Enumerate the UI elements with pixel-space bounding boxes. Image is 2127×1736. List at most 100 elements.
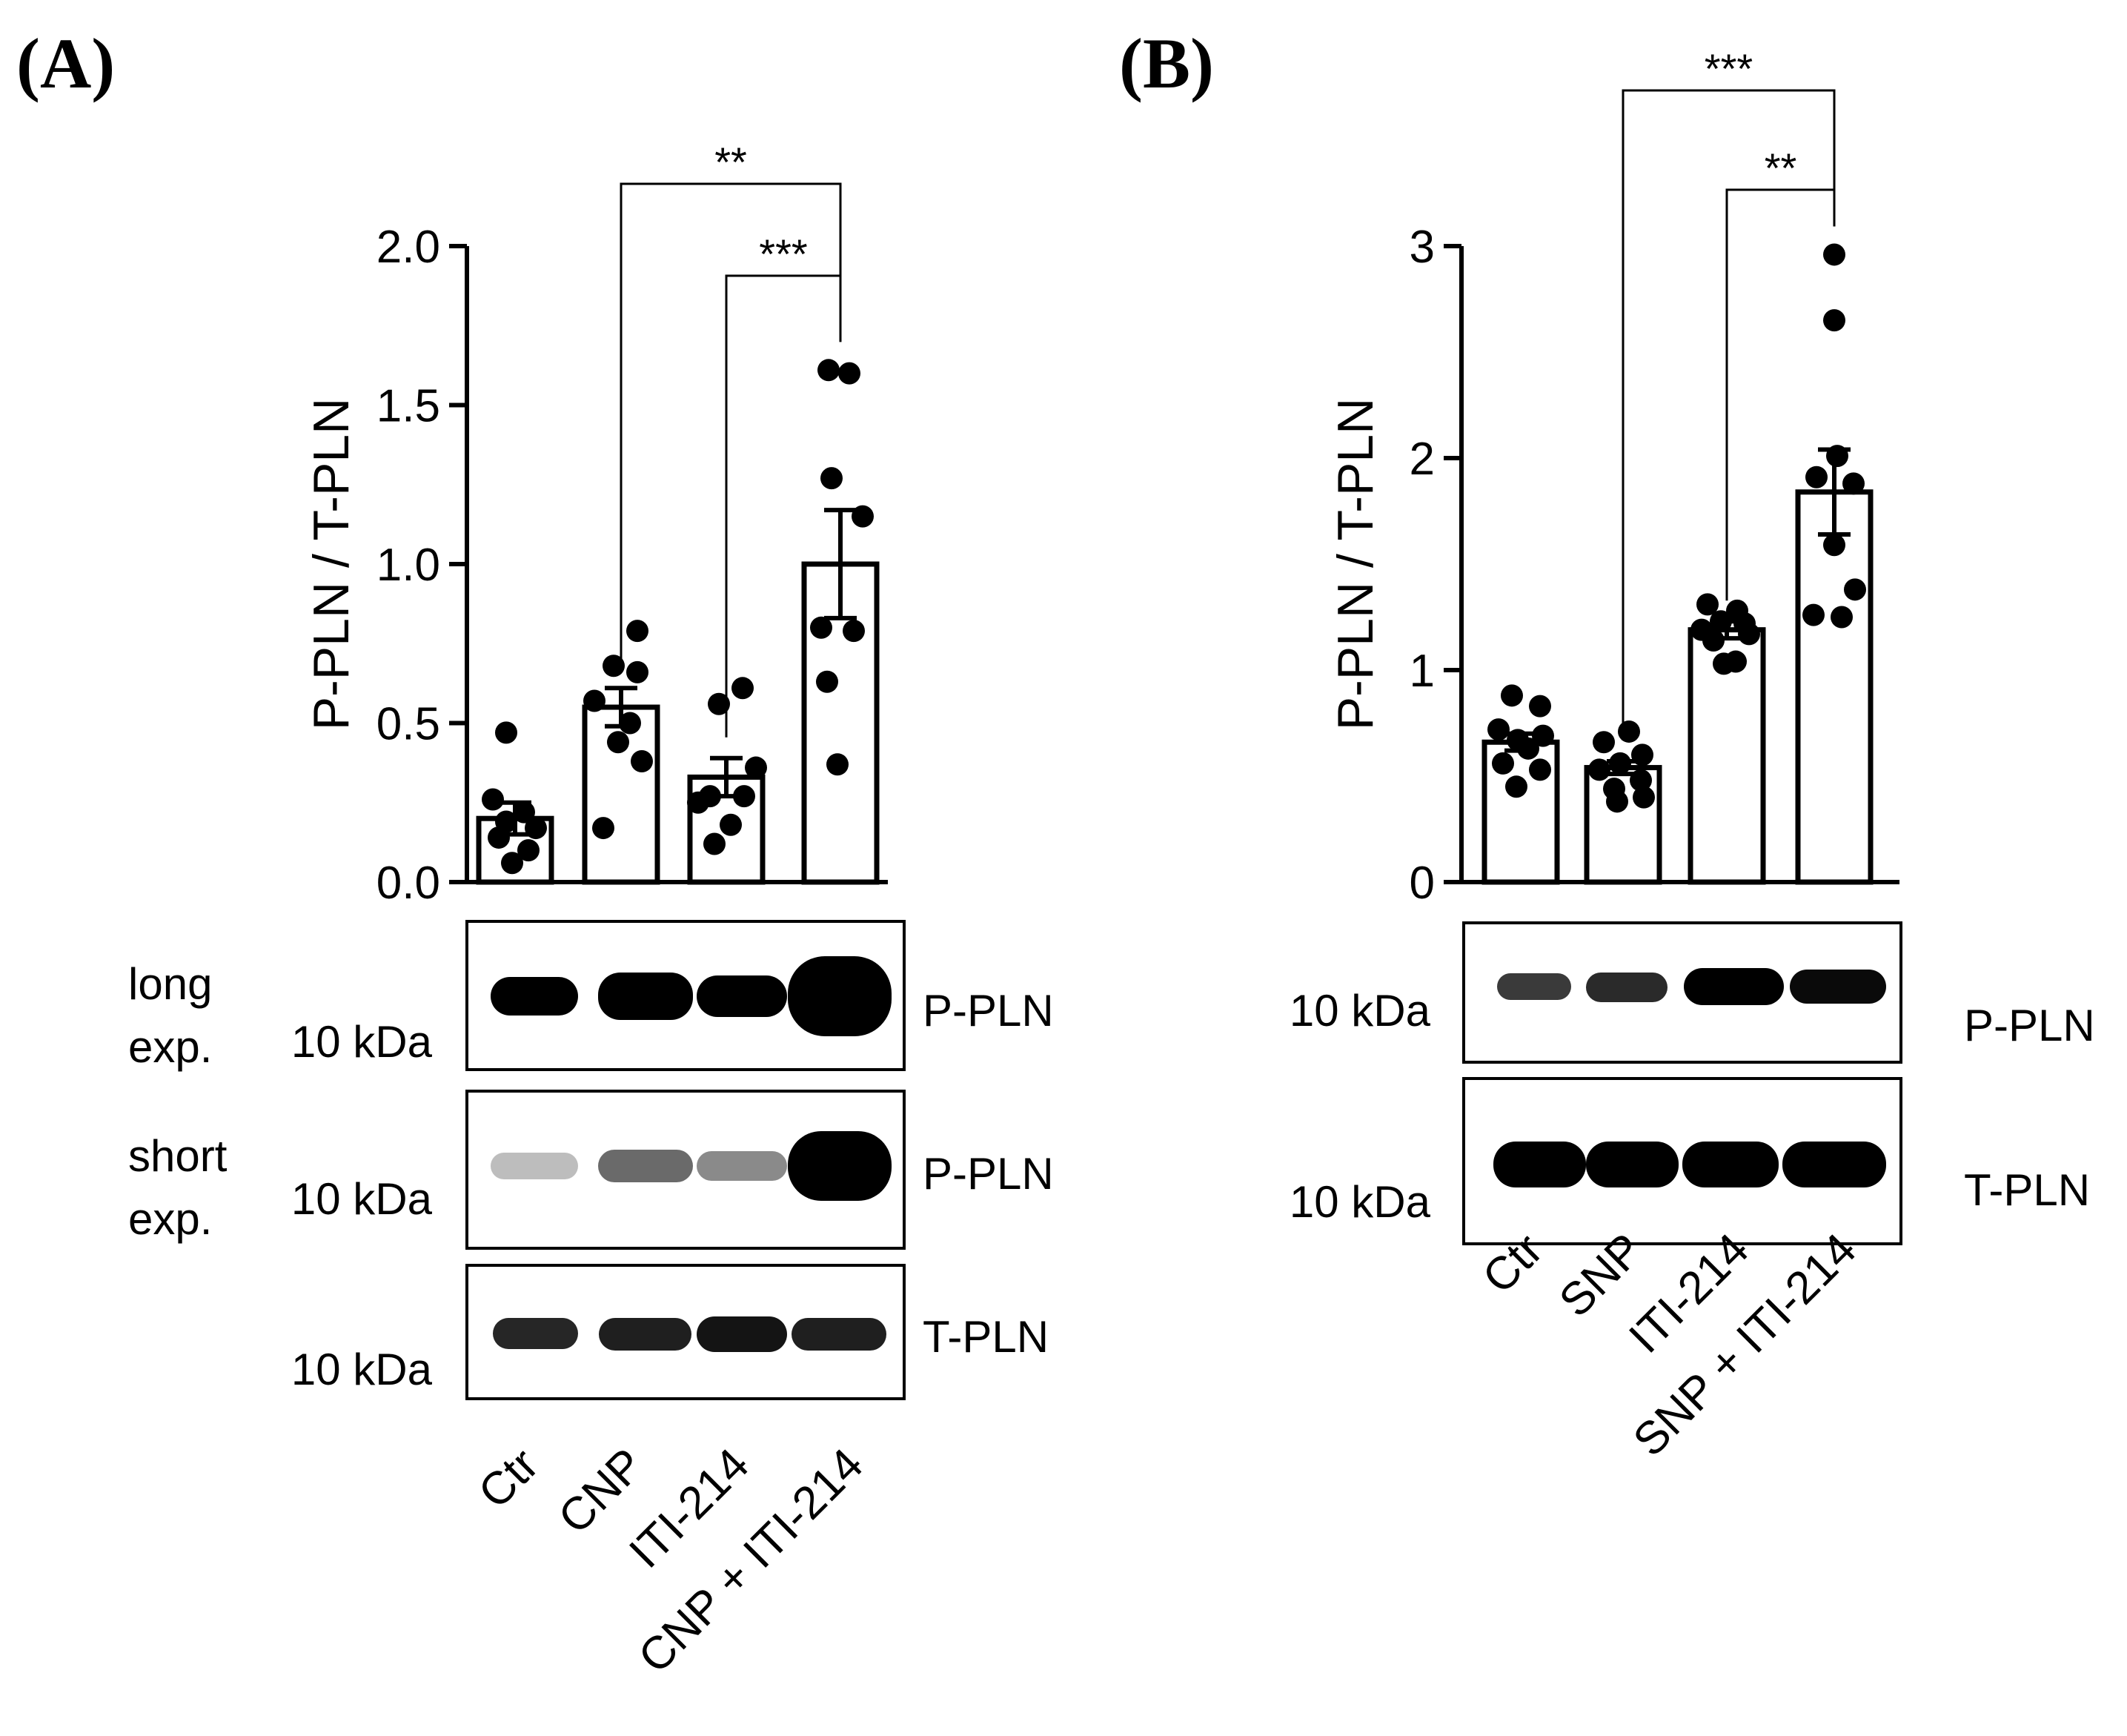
panel-a-strip-2-lane-2 (598, 1150, 693, 1182)
b-sig-bracket (1622, 89, 1836, 741)
panel-a-bars (476, 359, 880, 885)
panel-b-strip-2-lane-1 (1493, 1142, 1586, 1187)
panel-b-strip-2-kda: 10 kDa (1290, 1177, 1431, 1227)
a-data-point (513, 801, 535, 824)
panel-a-strip-3-lane-1 (493, 1318, 578, 1349)
a-category-label: Ctr (469, 1439, 548, 1518)
a-data-point (810, 616, 832, 639)
a-ytick-label: 1.0 (376, 540, 440, 591)
a-data-point (820, 467, 843, 490)
b-data-point (1823, 309, 1845, 332)
a-data-point (495, 721, 517, 744)
a-data-point (733, 785, 755, 808)
panel-a-strip-1-lane-2 (598, 973, 693, 1020)
b-data-point (1633, 786, 1655, 809)
b-data-point (1842, 472, 1865, 495)
b-data-point (1826, 445, 1848, 468)
a-data-point (838, 362, 860, 385)
b-data-point (1630, 769, 1652, 792)
panel-a-strip-1: long exp. 10 kDa P-PLN (128, 920, 1054, 1072)
panel-a-strip-3-kda: 10 kDa (291, 1345, 433, 1394)
panel-a-strip-2-lane-4 (788, 1131, 892, 1201)
panel-b-strip-2-lane-3 (1682, 1142, 1779, 1187)
a-data-point (525, 817, 547, 840)
a-ytick-label: 0.5 (376, 699, 440, 750)
a-data-point (687, 791, 709, 814)
a-data-point (852, 505, 874, 528)
b-ytick-label: 3 (1410, 222, 1435, 273)
a-data-point (488, 826, 510, 849)
b-data-point (1631, 743, 1653, 766)
a-data-point (501, 852, 523, 875)
panel-b-strip-2-lane-4 (1782, 1142, 1886, 1187)
panel-b-strip-2-lane-2 (1586, 1142, 1679, 1187)
b-data-point (1823, 243, 1845, 266)
a-data-point (619, 712, 641, 735)
b-data-point (1618, 720, 1640, 743)
panel-b-blot: 10 kDa P-PLN 10 kDa T-PLN (1290, 921, 2095, 1245)
a-data-point (626, 660, 648, 683)
b-data-point (1844, 578, 1866, 601)
b-ytick-label: 0 (1410, 858, 1435, 909)
panel-a-strip-2-kda: 10 kDa (291, 1174, 433, 1224)
a-data-point (745, 756, 767, 779)
panel-a-strip-3-lane-2 (599, 1318, 691, 1351)
a-data-point (816, 670, 838, 693)
b-data-point (1505, 775, 1527, 798)
a-sig-label: *** (759, 231, 807, 277)
a-data-point (843, 620, 865, 643)
panel-a-y-ticks: 0.0 0.5 1.0 1.5 2.0 (376, 222, 467, 909)
b-ytick-label: 1 (1410, 646, 1435, 697)
panel-b-bars (1481, 243, 1874, 885)
b-sig-label: *** (1705, 45, 1753, 92)
panel-a-strip-2-note-1: short (128, 1131, 228, 1181)
a-data-point (631, 749, 653, 772)
b-data-point (1696, 593, 1719, 616)
panel-b-y-axis-label: P-PLN / T-PLN (1327, 398, 1384, 730)
b-ytick-label: 2 (1410, 434, 1435, 485)
a-sig-bracket (620, 182, 842, 668)
panel-a-strip-1-lane-4 (788, 956, 892, 1036)
panel-a-blot: long exp. 10 kDa P-PLN short exp. 10 kDa… (128, 920, 1054, 1400)
b-data-point (1517, 737, 1539, 760)
b-data-point (1831, 606, 1853, 629)
a-data-point (607, 731, 629, 754)
b-data-point (1588, 758, 1610, 781)
panel-b-y-ticks: 0 1 2 3 (1410, 222, 1461, 909)
panel-a-significance: ***** (620, 139, 842, 738)
a-data-point (826, 753, 849, 776)
a-data-point (720, 813, 742, 836)
a-data-point (817, 359, 840, 382)
panel-b-strip-2-band: T-PLN (1964, 1165, 2090, 1215)
panel-b-strip-1-lane-2 (1586, 973, 1668, 1002)
b-data-point (1501, 684, 1523, 707)
panel-a-y-axis-label: P-PLN / T-PLN (303, 398, 359, 730)
panel-b-strip-1-lane-4 (1790, 970, 1886, 1004)
b-data-point (1606, 790, 1628, 813)
b-sig-bracket (1725, 188, 1836, 601)
a-data-point (731, 677, 754, 700)
panel-b-strip-1-kda: 10 kDa (1290, 986, 1431, 1036)
panel-a-strip-1-note-2: exp. (128, 1022, 212, 1072)
a-data-point (708, 692, 730, 715)
panel-a-strip-1-lane-1 (491, 977, 578, 1016)
a-data-point (517, 839, 540, 862)
a-ytick-label: 1.5 (376, 381, 440, 432)
panel-a-strip-3-band: T-PLN (923, 1312, 1049, 1362)
a-sig-bracket (725, 274, 842, 738)
panel-a-label: (A) (16, 24, 115, 103)
b-data-point (1593, 731, 1615, 754)
b-data-point (1710, 610, 1732, 633)
b-data-point (1529, 695, 1551, 718)
b-sig-label: ** (1765, 145, 1797, 191)
panel-b-strip-1: 10 kDa P-PLN (1290, 921, 2095, 1064)
b-data-point (1529, 758, 1551, 781)
panel-b-strip-2: 10 kDa T-PLN (1290, 1077, 2090, 1245)
b-data-point (1713, 652, 1735, 675)
a-data-point (703, 832, 726, 855)
panel-a-strip-1-note-1: long (128, 959, 212, 1009)
panel-b-strip-1-lane-3 (1684, 968, 1784, 1005)
